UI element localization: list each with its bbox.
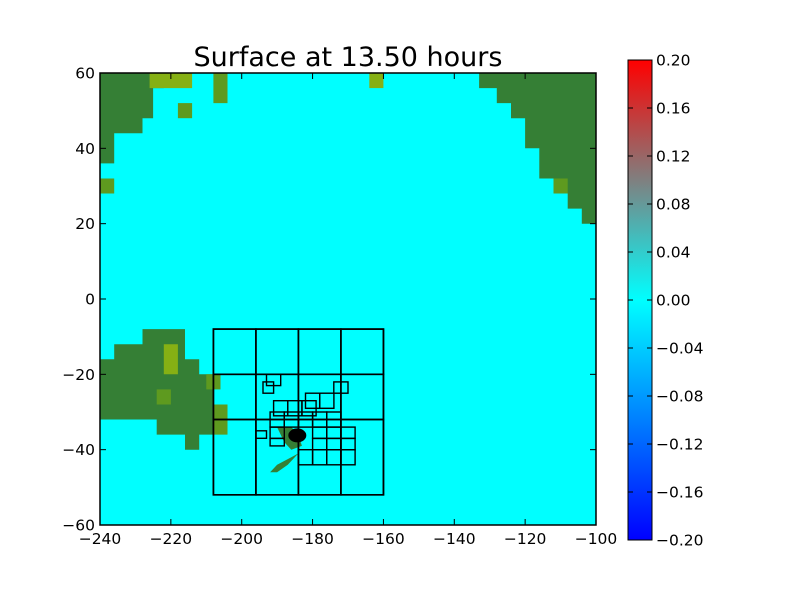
colorbar-tick-label: −0.08	[656, 388, 704, 406]
y-tick-label: −40	[62, 441, 95, 459]
colorbar-tick-label: −0.16	[656, 484, 704, 502]
land-region-land-patch-3	[213, 73, 228, 104]
land-region-new-zealand-south	[270, 453, 299, 473]
colorbar-tick-label: 0.00	[656, 292, 691, 310]
x-tick-label: −160	[362, 530, 405, 548]
land-layer	[100, 73, 596, 473]
land-region-land-patch-8	[156, 389, 171, 405]
land-region-land-patch-6	[553, 178, 568, 194]
colorbar-tick-label: −0.04	[656, 340, 704, 358]
x-tick-label: −180	[291, 530, 334, 548]
y-tick-label: −20	[62, 366, 95, 384]
colorbar-tick-label: 0.08	[656, 196, 691, 214]
x-tick-label: −100	[575, 530, 618, 548]
refinement-grid	[212, 328, 385, 496]
refinement-patch-level-3	[333, 381, 349, 394]
refinement-core	[288, 428, 307, 443]
colorbar-tick-label: −0.12	[656, 436, 704, 454]
land-region-land-patch-7	[163, 344, 178, 375]
colorbar: 0.20 0.16 0.12 0.08 0.04 0.00 −0.04 −0.08 −0.12 −…	[627, 52, 704, 550]
refinement-patch-level-3	[255, 430, 268, 439]
colorbar-tick-label: 0.16	[656, 100, 691, 118]
refinement-patch-level-3	[340, 449, 356, 466]
water-background	[100, 73, 596, 525]
y-axis: −60 −40 −20 0 20 40 60	[62, 65, 596, 535]
colorbar-tick-label: 0.12	[656, 148, 691, 166]
y-tick-label: 0	[85, 291, 95, 309]
refinement-patch-level-3	[262, 381, 275, 394]
colorbar-tick-label: 0.20	[656, 52, 691, 70]
colorbar-ticks: 0.20 0.16 0.12 0.08 0.04 0.00 −0.04 −0.08 −0.12 −…	[628, 52, 704, 550]
plot-area	[99, 72, 597, 526]
refinement-patch-level-3	[319, 392, 335, 410]
x-tick-label: −240	[79, 530, 122, 548]
x-tick-label: −200	[220, 530, 263, 548]
land-region-land-patch-5	[100, 178, 115, 194]
x-axis: −240 −220 −200 −180 −160 −140 −120 −100	[79, 73, 618, 548]
x-tick-label: −140	[433, 530, 476, 548]
land-region-asia-northwest	[100, 73, 164, 164]
refinement-patch-level-3	[301, 400, 317, 417]
land-region-land-patch-4	[369, 73, 384, 89]
colorbar-tick-label: −0.20	[656, 532, 704, 550]
x-tick-label: −220	[150, 530, 193, 548]
chart-title: Surface at 13.50 hours	[194, 42, 503, 73]
y-tick-label: 20	[75, 215, 95, 233]
y-tick-label: 60	[75, 65, 95, 83]
land-region-land-patch-2	[177, 103, 193, 119]
refinement-patch-level-3	[269, 437, 286, 447]
y-tick-label: 40	[75, 140, 95, 158]
y-tick-label: −60	[62, 517, 95, 535]
colorbar-tick-label: 0.04	[656, 244, 691, 262]
land-region-land-patch-1	[149, 73, 193, 89]
x-tick-label: −120	[504, 530, 547, 548]
